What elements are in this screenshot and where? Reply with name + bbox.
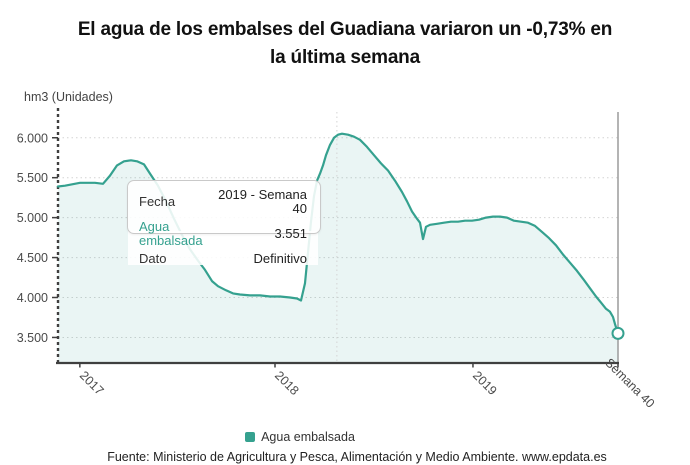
- chart-title: El agua de los embalses del Guadiana var…: [0, 16, 690, 72]
- tooltip: Fecha 2019 - Semana 40 Agua embalsada 3.…: [127, 180, 319, 266]
- y-axis-tick-label: 4.000: [17, 291, 48, 305]
- tooltip-row-agua-embalsada: Agua embalsada 3.551: [139, 220, 307, 248]
- y-axis-tick-label: 4.500: [17, 251, 48, 265]
- tooltip-label-dato: Dato: [139, 251, 167, 266]
- tooltip-row-dato: Dato Definitivo: [139, 252, 307, 266]
- tooltip-row-fecha: Fecha 2019 - Semana 40: [139, 188, 307, 216]
- tooltip-extension-background: [128, 231, 318, 265]
- x-axis-tick-label: Semana 40: [602, 356, 657, 411]
- x-axis-tick-label: 2019: [470, 368, 500, 398]
- legend: Agua embalsada: [0, 429, 690, 447]
- y-axis-tick-label: 5.500: [17, 171, 48, 185]
- legend-swatch-icon: [245, 432, 256, 442]
- tooltip-box: [127, 180, 321, 234]
- tooltip-label-agua-embalsada: Agua embalsada: [139, 219, 203, 248]
- y-axis-tick-label: 6.000: [17, 131, 48, 145]
- tooltip-value-agua-embalsada: 3.551: [274, 226, 307, 241]
- source-attribution: Fuente: Ministerio de Agricultura y Pesc…: [107, 450, 607, 464]
- chart-title-line1: El agua de los embalses del Guadiana var…: [77, 19, 613, 40]
- legend-item-agua-embalsada[interactable]: Agua embalsada: [245, 430, 355, 444]
- legend-item-label: Agua embalsada: [261, 430, 355, 444]
- tooltip-label-fecha: Fecha: [139, 194, 176, 209]
- y-axis-tick-label: 5.000: [17, 211, 48, 225]
- tooltip-value-fecha: 2019 - Semana 40: [218, 187, 307, 216]
- x-axis-tick-label: 2018: [272, 368, 302, 398]
- series-area-fill: [58, 133, 618, 363]
- x-axis-tick-label: 2017: [77, 368, 107, 398]
- end-point-marker[interactable]: [611, 326, 625, 340]
- tooltip-value-dato: Definitivo: [253, 251, 307, 266]
- chart-title-line2: la última semana: [270, 47, 420, 68]
- y-axis-tick-label: 3.500: [17, 331, 48, 345]
- y-axis-unit-label: hm3 (Unidades): [24, 90, 113, 104]
